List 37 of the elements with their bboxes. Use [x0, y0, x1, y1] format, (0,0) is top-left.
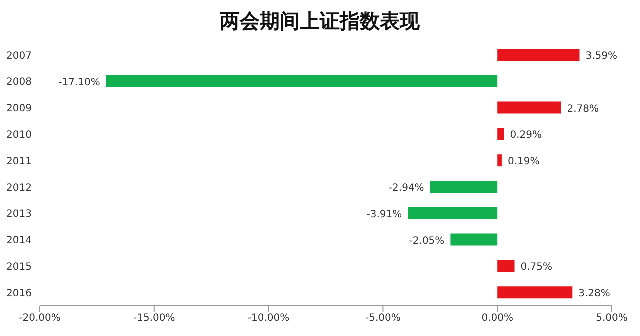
y-tick-label: 2010: [6, 130, 32, 141]
data-label: 2.78%: [567, 104, 599, 115]
bar: [498, 286, 573, 299]
data-label: 3.28%: [578, 288, 610, 300]
data-label: -2.05%: [409, 236, 445, 247]
data-label: -3.91%: [366, 209, 402, 220]
x-tick-label: 0.00%: [482, 313, 514, 324]
bar: [498, 49, 580, 61]
y-tick-label: 2008: [6, 77, 32, 88]
data-label: 0.29%: [510, 130, 542, 142]
y-tick-label: 2015: [6, 262, 32, 273]
y-tick-label: 2016: [6, 288, 32, 300]
bar: [450, 234, 498, 246]
bar: [408, 207, 498, 220]
x-tick-label: -15.00%: [134, 313, 176, 324]
y-tick-label: 2011: [6, 156, 32, 168]
data-label: 0.75%: [520, 262, 553, 274]
bar: [498, 154, 502, 167]
y-tick-label: 2014: [6, 236, 32, 247]
x-tick-label: -10.00%: [248, 313, 290, 324]
y-tick-label: 2012: [6, 182, 32, 194]
x-tick-label: 5.00%: [596, 313, 628, 324]
data-label: -17.10%: [58, 77, 100, 88]
x-tick-label: -5.00%: [366, 313, 401, 324]
bar: [430, 181, 498, 193]
chart-title: 两会期间上证指数表现: [219, 8, 421, 35]
bar: [498, 102, 562, 114]
data-label: 3.59%: [586, 51, 618, 62]
y-tick-label: 2009: [6, 104, 32, 115]
x-tick-label: -20.00%: [19, 313, 61, 324]
bar: [498, 128, 504, 140]
y-tick-label: 2013: [6, 209, 32, 220]
data-label: 0.19%: [508, 156, 540, 168]
y-tick-label: 2007: [6, 50, 32, 62]
bar: [498, 260, 515, 272]
bar: [106, 75, 498, 88]
data-label: -2.94%: [388, 183, 424, 194]
